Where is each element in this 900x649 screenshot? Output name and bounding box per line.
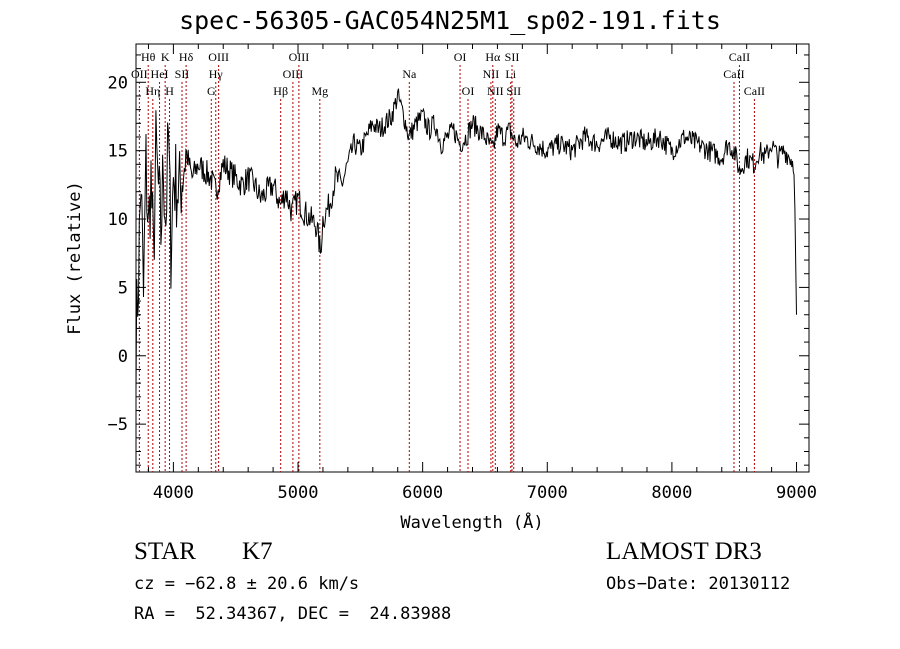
spectral-line-label: SII xyxy=(505,50,520,64)
chart-title: spec-56305-GAC054N25M1_sp02-191.fits xyxy=(179,6,721,35)
spectral-line-label: NII xyxy=(487,84,504,98)
axis-ticks: 4000 5000 6000 7000 8000 9000 −5 0 5 10 15 20 xyxy=(108,44,817,503)
spectral-line-label: CaII xyxy=(729,50,750,64)
spectral-line-label: OI xyxy=(454,50,467,64)
spectral-line-label: Hη xyxy=(145,84,160,98)
y-tick-label: 15 xyxy=(108,142,128,162)
observation-date: Obs−Date: 20130112 xyxy=(606,574,791,594)
y-tick-label: 0 xyxy=(118,347,128,367)
spectral-line-label: OIII xyxy=(289,50,310,64)
x-tick-label: 8000 xyxy=(651,483,692,503)
spectral-line-label: HeI xyxy=(151,67,169,81)
spectral-line-label: Li xyxy=(505,67,516,81)
spectral-line-label: OII xyxy=(131,67,148,81)
x-tick-label: 7000 xyxy=(527,483,568,503)
spectral-line-label: Hα xyxy=(485,50,501,64)
y-tick-label: 10 xyxy=(108,210,128,230)
spectral-line-label: Mg xyxy=(311,84,328,98)
object-subclass: K7 xyxy=(242,538,273,565)
spectral-line-label: OIII xyxy=(283,67,304,81)
survey-name: LAMOST DR3 xyxy=(606,538,762,565)
redshift-cz: cz = −62.8 ± 20.6 km/s xyxy=(134,574,360,594)
spectral-line-label: CaII xyxy=(723,67,744,81)
y-tick-label: 5 xyxy=(118,278,128,298)
flux-series-line xyxy=(135,88,797,391)
y-tick-label: 20 xyxy=(108,73,128,93)
x-tick-label: 9000 xyxy=(776,483,817,503)
x-tick-label: 5000 xyxy=(278,483,319,503)
spectral-line-label: K xyxy=(161,50,170,64)
spectral-line-label: OI xyxy=(462,84,475,98)
spectral-line-label: G xyxy=(207,84,216,98)
spectral-line-markers xyxy=(138,65,755,472)
spectral-line-label: Hθ xyxy=(141,50,156,64)
spectral-line-label: Na xyxy=(402,67,417,81)
spectral-line-label: NII xyxy=(483,67,500,81)
x-tick-label: 4000 xyxy=(153,483,194,503)
object-class: STAR xyxy=(134,538,196,565)
spectral-line-label: OIII xyxy=(208,50,229,64)
x-tick-label: 6000 xyxy=(402,483,443,503)
plot-frame xyxy=(135,43,810,473)
spectral-line-label: Hγ xyxy=(209,67,224,81)
spectral-line-label: H xyxy=(165,84,174,98)
spectral-line-label: CaII xyxy=(744,84,765,98)
spectral-line-label: Hβ xyxy=(273,84,288,98)
spectral-line-label: Hδ xyxy=(179,50,194,64)
spectral-line-label: SII xyxy=(175,67,190,81)
spectral-line-label: SII xyxy=(506,84,521,98)
y-axis-label: Flux (relative) xyxy=(65,181,85,335)
coordinates: RA = 52.34367, DEC = 24.83988 xyxy=(134,604,452,624)
y-tick-label: −5 xyxy=(108,415,128,435)
x-axis-label: Wavelength (Å) xyxy=(400,511,543,533)
